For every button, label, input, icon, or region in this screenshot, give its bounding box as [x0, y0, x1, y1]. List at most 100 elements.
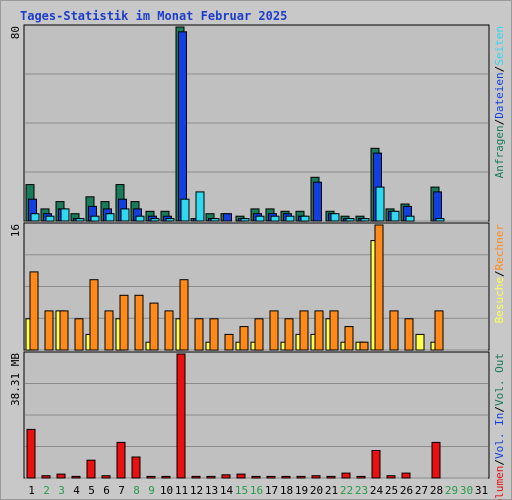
bar-volumen-10 — [161, 475, 171, 479]
bar-volumen-3 — [56, 473, 66, 479]
bar-volumen-24 — [371, 450, 381, 479]
bar-volumen-8 — [131, 456, 141, 479]
day-label-31: 31 — [475, 484, 488, 497]
bar-volumen-4 — [71, 475, 81, 479]
bar-seiten-7 — [120, 208, 130, 222]
bar-seiten-3 — [60, 208, 70, 222]
bar-seiten-21 — [330, 213, 340, 222]
day-label-15: 15 — [235, 484, 248, 497]
bar-rechner-24 — [374, 224, 384, 351]
day-label-9: 9 — [148, 484, 155, 497]
bar-dateien-14 — [223, 213, 232, 222]
bar-seiten-26 — [405, 215, 415, 222]
label-separator: / — [493, 459, 506, 466]
day-label-16: 16 — [250, 484, 263, 497]
bar-rechner-17 — [269, 310, 279, 351]
day-label-7: 7 — [118, 484, 125, 497]
bar-rechner-14 — [224, 333, 234, 351]
bar-seiten-5 — [90, 215, 100, 222]
bar-rechner-10 — [164, 310, 174, 351]
bar-seiten-10 — [165, 218, 175, 222]
bar-volumen-11 — [176, 353, 186, 479]
series-label-dateien: Dateien — [493, 72, 506, 118]
bar-volumen-9 — [146, 475, 156, 479]
bar-volumen-12 — [191, 475, 201, 479]
bar-rechner-11 — [179, 279, 189, 351]
day-label-20: 20 — [310, 484, 323, 497]
bar-seiten-15 — [240, 218, 250, 222]
bar-rechner-22 — [344, 326, 354, 351]
day-label-3: 3 — [58, 484, 65, 497]
series-labels: Anfragen/Dateien/Seiten — [493, 26, 506, 178]
day-label-14: 14 — [220, 484, 234, 497]
bar-rechner-1 — [29, 271, 39, 351]
bar-rechner-19 — [299, 310, 309, 351]
day-label-2: 2 — [43, 484, 50, 497]
series-label-anfragen: Anfragen — [493, 125, 506, 178]
label-separator: / — [493, 270, 506, 277]
day-label-30: 30 — [460, 484, 473, 497]
bar-rechner-3 — [59, 310, 69, 351]
bar-rechner-13 — [209, 318, 219, 351]
series-label-seiten: Seiten — [493, 26, 506, 66]
bar-rechner-12 — [194, 318, 204, 351]
bar-seiten-19 — [300, 215, 310, 222]
bar-seiten-9 — [150, 218, 160, 222]
bar-seiten-16 — [255, 215, 265, 222]
bar-besuche-27 — [415, 333, 425, 351]
bar-volumen-23 — [356, 475, 366, 479]
day-label-17: 17 — [265, 484, 278, 497]
bar-volumen-22 — [341, 472, 351, 479]
day-label-6: 6 — [103, 484, 110, 497]
day-label-10: 10 — [160, 484, 173, 497]
bar-volumen-15 — [236, 473, 246, 479]
bar-dateien-11 — [178, 31, 187, 222]
series-label-volumen: Volumen — [493, 466, 506, 500]
bar-dateien-20 — [313, 181, 322, 222]
bar-rechner-6 — [104, 310, 114, 351]
bar-seiten-6 — [105, 213, 115, 222]
day-label-23: 23 — [355, 484, 368, 497]
day-label-28: 28 — [430, 484, 443, 497]
ymax-label: 16 — [9, 224, 22, 237]
day-label-8: 8 — [133, 484, 140, 497]
bar-rechner-15 — [239, 326, 249, 351]
label-separator: / — [493, 66, 506, 73]
bar-rechner-20 — [314, 310, 324, 351]
day-label-1: 1 — [28, 484, 35, 497]
bar-rechner-23 — [359, 341, 369, 351]
day-label-29: 29 — [445, 484, 458, 497]
bar-volumen-28 — [431, 441, 441, 479]
series-label-vol-out: Vol. Out — [493, 353, 506, 406]
bar-seiten-8 — [135, 215, 145, 222]
day-label-5: 5 — [88, 484, 95, 497]
day-label-11: 11 — [175, 484, 188, 497]
bar-rechner-16 — [254, 318, 264, 351]
bar-volumen-7 — [116, 441, 126, 479]
ymax-label: 80 — [9, 26, 22, 39]
day-label-19: 19 — [295, 484, 308, 497]
bar-seiten-23 — [360, 218, 370, 222]
label-separator: / — [493, 119, 506, 126]
bar-volumen-14 — [221, 474, 231, 479]
bar-volumen-1 — [26, 428, 36, 479]
bar-seiten-12 — [195, 191, 205, 222]
day-label-25: 25 — [385, 484, 398, 497]
bar-rechner-9 — [149, 302, 159, 351]
bar-seiten-17 — [270, 215, 280, 222]
bar-volumen-13 — [206, 475, 216, 479]
bar-volumen-17 — [266, 475, 276, 479]
series-label-besuche: Besuche — [493, 277, 506, 323]
bar-volumen-26 — [401, 472, 411, 479]
day-label-26: 26 — [400, 484, 413, 497]
bar-seiten-24 — [375, 186, 385, 222]
bar-volumen-16 — [251, 475, 261, 479]
bar-volumen-19 — [296, 475, 306, 479]
bar-dateien-28 — [433, 191, 442, 222]
bar-rechner-21 — [329, 310, 339, 351]
ymax-label: 38.31 MB — [9, 353, 22, 406]
bar-rechner-18 — [284, 318, 294, 351]
bar-volumen-25 — [386, 475, 396, 479]
bar-seiten-11 — [180, 198, 190, 222]
